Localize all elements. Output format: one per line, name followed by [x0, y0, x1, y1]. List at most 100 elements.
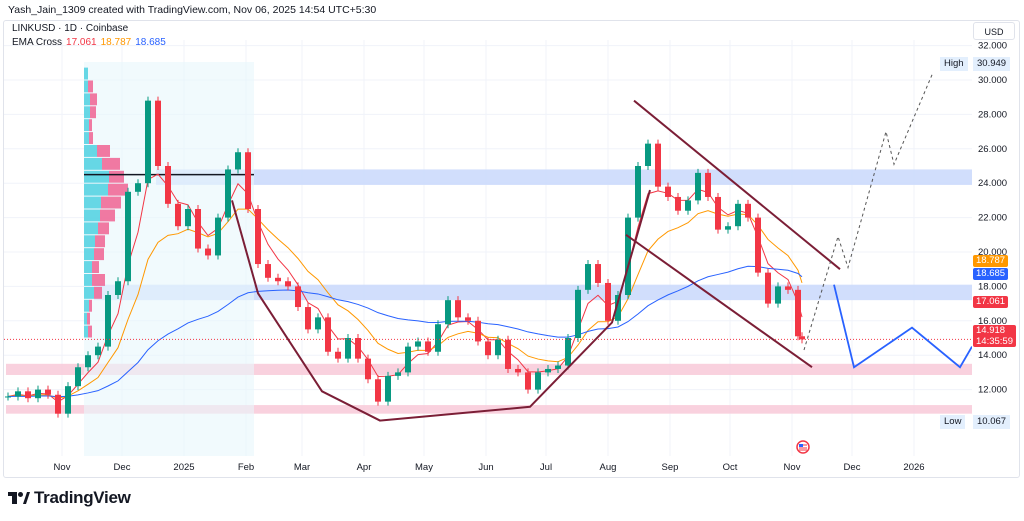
x-tick-label: 2026: [903, 462, 924, 473]
candle-body: [655, 143, 661, 187]
candle-body: [265, 264, 271, 278]
chart-panel: [3, 20, 1020, 478]
y-tick-label: 20.000: [978, 247, 1007, 258]
candle-body: [445, 300, 451, 325]
y-tick-label: 26.000: [978, 144, 1007, 155]
candle-body: [555, 365, 561, 369]
volume-profile-up-bar: [84, 286, 94, 299]
last-price-badge: 14.918 14:35:59: [973, 325, 1016, 347]
volume-profile-up-bar: [84, 209, 100, 222]
candle-body: [715, 196, 721, 230]
candle-body: [355, 338, 361, 359]
bar-countdown: 14:35:59: [976, 336, 1013, 347]
volume-profile-down-bar: [89, 119, 92, 132]
volume-profile-up-bar: [84, 119, 89, 132]
volume-profile-down-bar: [101, 196, 121, 209]
candle-body: [345, 338, 351, 359]
candle-body: [455, 300, 461, 318]
candle-body: [255, 209, 261, 265]
candle-body: [295, 286, 301, 308]
candle-body: [425, 341, 431, 352]
candle-body: [545, 368, 551, 373]
event-flag-icon[interactable]: [796, 440, 810, 454]
volume-profile-down-bar: [94, 248, 104, 261]
tradingview-logo-icon: [8, 492, 30, 504]
candle-body: [225, 169, 231, 218]
candle-body: [595, 264, 601, 283]
candle-body: [525, 372, 531, 390]
candle-body: [775, 286, 781, 304]
indicator-legend[interactable]: EMA Cross 17.061 18.787 18.685: [12, 36, 166, 50]
volume-profile-down-bar: [89, 132, 93, 144]
last-price: 14.918: [976, 325, 1006, 336]
ema-fast-value: 17.061: [66, 37, 97, 48]
chart-legend: LINKUSD · 1D · Coinbase EMA Cross 17.061 1…: [12, 22, 166, 50]
currency-selector[interactable]: USD: [973, 22, 1015, 40]
candle-body: [705, 172, 711, 197]
volume-profile-down-bar: [94, 286, 102, 299]
candle-body: [245, 152, 251, 209]
candle-body: [435, 324, 441, 352]
candle-body: [635, 166, 641, 218]
volume-profile-up-bar: [84, 274, 92, 286]
volume-profile-down-bar: [100, 209, 115, 222]
x-tick-label: 2025: [173, 462, 194, 473]
volume-profile-down-bar: [90, 93, 97, 106]
symbol-info[interactable]: LINKUSD · 1D · Coinbase: [12, 23, 129, 34]
y-tick-label: 16.000: [978, 316, 1007, 327]
candle-body: [515, 368, 521, 373]
candle-body: [85, 355, 91, 368]
y-tick-label: 24.000: [978, 178, 1007, 189]
ema-slow-line: [7, 265, 803, 398]
volume-profile-up-bar: [84, 67, 88, 80]
resistance-zone: [94, 284, 972, 301]
candle-body: [625, 217, 631, 295]
candle-body: [785, 286, 791, 290]
candle-body: [735, 203, 741, 227]
channel-upper-line: [633, 99, 841, 270]
channel-lower-line: [625, 233, 813, 369]
volume-profile-down-bar: [88, 325, 92, 338]
x-tick-label: Jul: [540, 462, 552, 473]
candle-body: [125, 191, 131, 282]
candle-body: [485, 341, 491, 356]
y-tick-label: 22.000: [978, 213, 1007, 224]
candle-body: [665, 186, 671, 197]
candle-body: [315, 317, 321, 330]
y-tick-label: 30.000: [978, 75, 1007, 86]
volume-profile-down-bar: [97, 145, 110, 157]
candles: [5, 96, 805, 418]
candle-body: [15, 391, 21, 397]
candle-body: [285, 281, 291, 287]
chart-credit: Yash_Jain_1309 created with TradingView.…: [8, 4, 377, 16]
candle-body: [25, 391, 31, 399]
x-tick-label: Mar: [294, 462, 310, 473]
volume-profile-up-bar: [84, 157, 102, 170]
candle-body: [65, 386, 71, 414]
candle-body: [75, 367, 81, 387]
x-tick-label: Nov: [784, 462, 801, 473]
candle-body: [215, 217, 221, 256]
candle-body: [385, 375, 391, 402]
candle-body: [45, 389, 51, 395]
candle-body: [505, 339, 511, 369]
volume-profile-up-bar: [84, 261, 92, 273]
volume-profile-down-bar: [109, 170, 124, 183]
tradingview-logo[interactable]: TradingView: [8, 488, 131, 508]
ema-slow-badge: 18.685: [973, 268, 1009, 280]
candle-body: [115, 281, 121, 295]
candle-body: [605, 282, 611, 321]
volume-profile-up-bar: [84, 145, 97, 157]
x-tick-label: May: [415, 462, 433, 473]
candle-body: [495, 339, 501, 356]
candle-body: [745, 203, 751, 218]
y-tick-label: 28.000: [978, 109, 1007, 120]
candle-body: [535, 372, 541, 390]
time-axis-ticks: Nov Dec 2025 Feb Mar Apr May Jun Jul Aug Sep Oct Nov…: [54, 462, 925, 473]
volume-profile-down-bar: [108, 183, 128, 196]
candle-body: [275, 277, 281, 282]
candle-body: [799, 336, 805, 340]
candle-body: [575, 289, 581, 338]
volume-profile-down-bar: [89, 299, 92, 312]
